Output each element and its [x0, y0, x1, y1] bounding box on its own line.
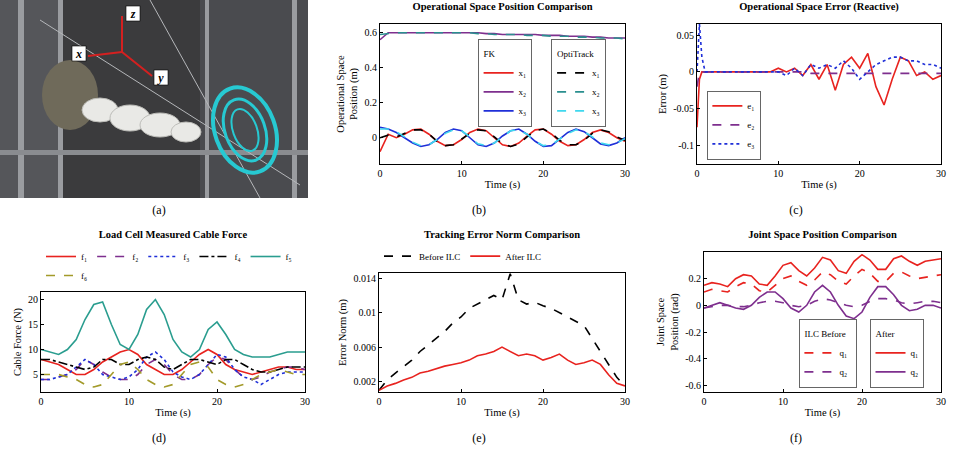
svg-text:Joint SpacePosition (rad): Joint SpacePosition (rad) — [655, 293, 681, 351]
svg-text:Load Cell Measured Cable Force: Load Cell Measured Cable Force — [99, 229, 248, 240]
svg-text:Joint Space Position Compariso: Joint Space Position Comparison — [748, 229, 897, 240]
svg-text:Cable Force (N): Cable Force (N) — [12, 307, 24, 376]
svg-text:FK: FK — [484, 49, 496, 59]
svg-text:0.4: 0.4 — [365, 62, 378, 73]
svg-text:10: 10 — [778, 396, 788, 407]
svg-text:0.2: 0.2 — [365, 97, 378, 108]
svg-text:0: 0 — [378, 168, 383, 179]
svg-text:x₁: x₁ — [592, 68, 600, 78]
svg-text:0.01: 0.01 — [359, 307, 377, 318]
svg-text:After: After — [876, 329, 895, 339]
svg-text:5: 5 — [33, 369, 38, 380]
svg-text:Operational Space Error (React: Operational Space Error (Reactive) — [739, 1, 899, 13]
svg-text:-0.4: -0.4 — [685, 353, 701, 364]
svg-text:f₃: f₃ — [183, 252, 189, 262]
svg-text:-0.05: -0.05 — [673, 103, 694, 114]
svg-text:Time (s): Time (s) — [805, 407, 841, 419]
svg-text:0.002: 0.002 — [354, 376, 377, 387]
svg-text:e₁: e₁ — [747, 101, 754, 111]
svg-text:Error (m): Error (m) — [657, 74, 669, 114]
svg-text:0: 0 — [695, 168, 700, 179]
svg-text:e₂: e₂ — [747, 120, 754, 130]
svg-text:f₂: f₂ — [132, 252, 138, 262]
svg-text:f₁: f₁ — [81, 252, 87, 262]
svg-text:Time (s): Time (s) — [801, 179, 837, 191]
svg-text:30: 30 — [936, 168, 946, 179]
svg-text:Operational SpacePosition (m): Operational SpacePosition (m) — [335, 55, 361, 133]
svg-text:20: 20 — [538, 396, 548, 407]
svg-text:0: 0 — [696, 300, 701, 311]
svg-text:20: 20 — [538, 168, 548, 179]
svg-text:0.006: 0.006 — [354, 342, 377, 353]
svg-text:x₃: x₃ — [519, 106, 527, 116]
svg-text:Error Norm (m): Error Norm (m) — [337, 298, 349, 366]
svg-text:0.2: 0.2 — [689, 273, 702, 284]
html-text:(d): (d) — [152, 431, 166, 445]
svg-text:0: 0 — [702, 396, 707, 407]
html-text:(a): (a) — [152, 203, 166, 217]
svg-text:x₂: x₂ — [592, 87, 600, 97]
svg-text:x₁: x₁ — [519, 68, 527, 78]
svg-text:0: 0 — [39, 396, 44, 407]
svg-text:ILC Before: ILC Before — [804, 329, 845, 339]
svg-text:0.014: 0.014 — [354, 273, 377, 284]
svg-text:20: 20 — [857, 396, 867, 407]
svg-text:0: 0 — [372, 132, 377, 143]
svg-text:After ILC: After ILC — [505, 252, 541, 262]
svg-text:-0.2: -0.2 — [685, 327, 701, 338]
svg-text:q₂: q₂ — [911, 367, 919, 377]
svg-text:x₂: x₂ — [519, 87, 527, 97]
svg-text:Before ILC: Before ILC — [419, 252, 460, 262]
svg-text:10: 10 — [124, 396, 134, 407]
svg-text:10: 10 — [456, 396, 466, 407]
svg-text:0.6: 0.6 — [365, 27, 378, 38]
html-text:(e): (e) — [472, 431, 486, 445]
svg-text:-0.1: -0.1 — [678, 140, 694, 151]
svg-text:10: 10 — [773, 168, 783, 179]
svg-text:20: 20 — [855, 168, 865, 179]
svg-text:e₃: e₃ — [747, 139, 754, 149]
svg-text:q₂: q₂ — [839, 367, 847, 377]
html-text:(f): (f) — [790, 431, 802, 445]
svg-text:30: 30 — [300, 396, 310, 407]
svg-text:-0.6: -0.6 — [685, 380, 701, 391]
html-text:(c): (c) — [789, 203, 803, 217]
svg-text:15: 15 — [28, 319, 38, 330]
svg-text:q₁: q₁ — [839, 348, 847, 358]
svg-text:Operational Space Position Com: Operational Space Position Comparison — [413, 1, 593, 12]
svg-text:10: 10 — [457, 168, 467, 179]
svg-text:20: 20 — [28, 294, 38, 305]
svg-text:10: 10 — [28, 344, 38, 355]
svg-text:30: 30 — [620, 396, 630, 407]
svg-text:30: 30 — [936, 396, 946, 407]
svg-text:Time (s): Time (s) — [155, 407, 191, 419]
svg-text:f₆: f₆ — [81, 271, 87, 281]
svg-text:x: x — [75, 47, 82, 61]
svg-text:Time (s): Time (s) — [485, 179, 521, 191]
svg-text:OptiTrack: OptiTrack — [557, 49, 594, 59]
svg-text:f₅: f₅ — [286, 252, 292, 262]
svg-text:z: z — [130, 7, 136, 21]
svg-text:q₁: q₁ — [911, 348, 919, 358]
svg-text:30: 30 — [620, 168, 630, 179]
svg-text:x₃: x₃ — [592, 106, 600, 116]
html-text:(b): (b) — [472, 203, 486, 217]
svg-text:0: 0 — [689, 66, 694, 77]
svg-text:0: 0 — [377, 396, 382, 407]
svg-text:Time (s): Time (s) — [484, 407, 520, 419]
svg-text:Tracking Error Norm Comparison: Tracking Error Norm Comparison — [424, 229, 580, 240]
svg-text:y: y — [156, 71, 164, 85]
svg-text:0.05: 0.05 — [677, 30, 695, 41]
svg-text:20: 20 — [212, 396, 222, 407]
svg-text:f₄: f₄ — [234, 252, 240, 262]
